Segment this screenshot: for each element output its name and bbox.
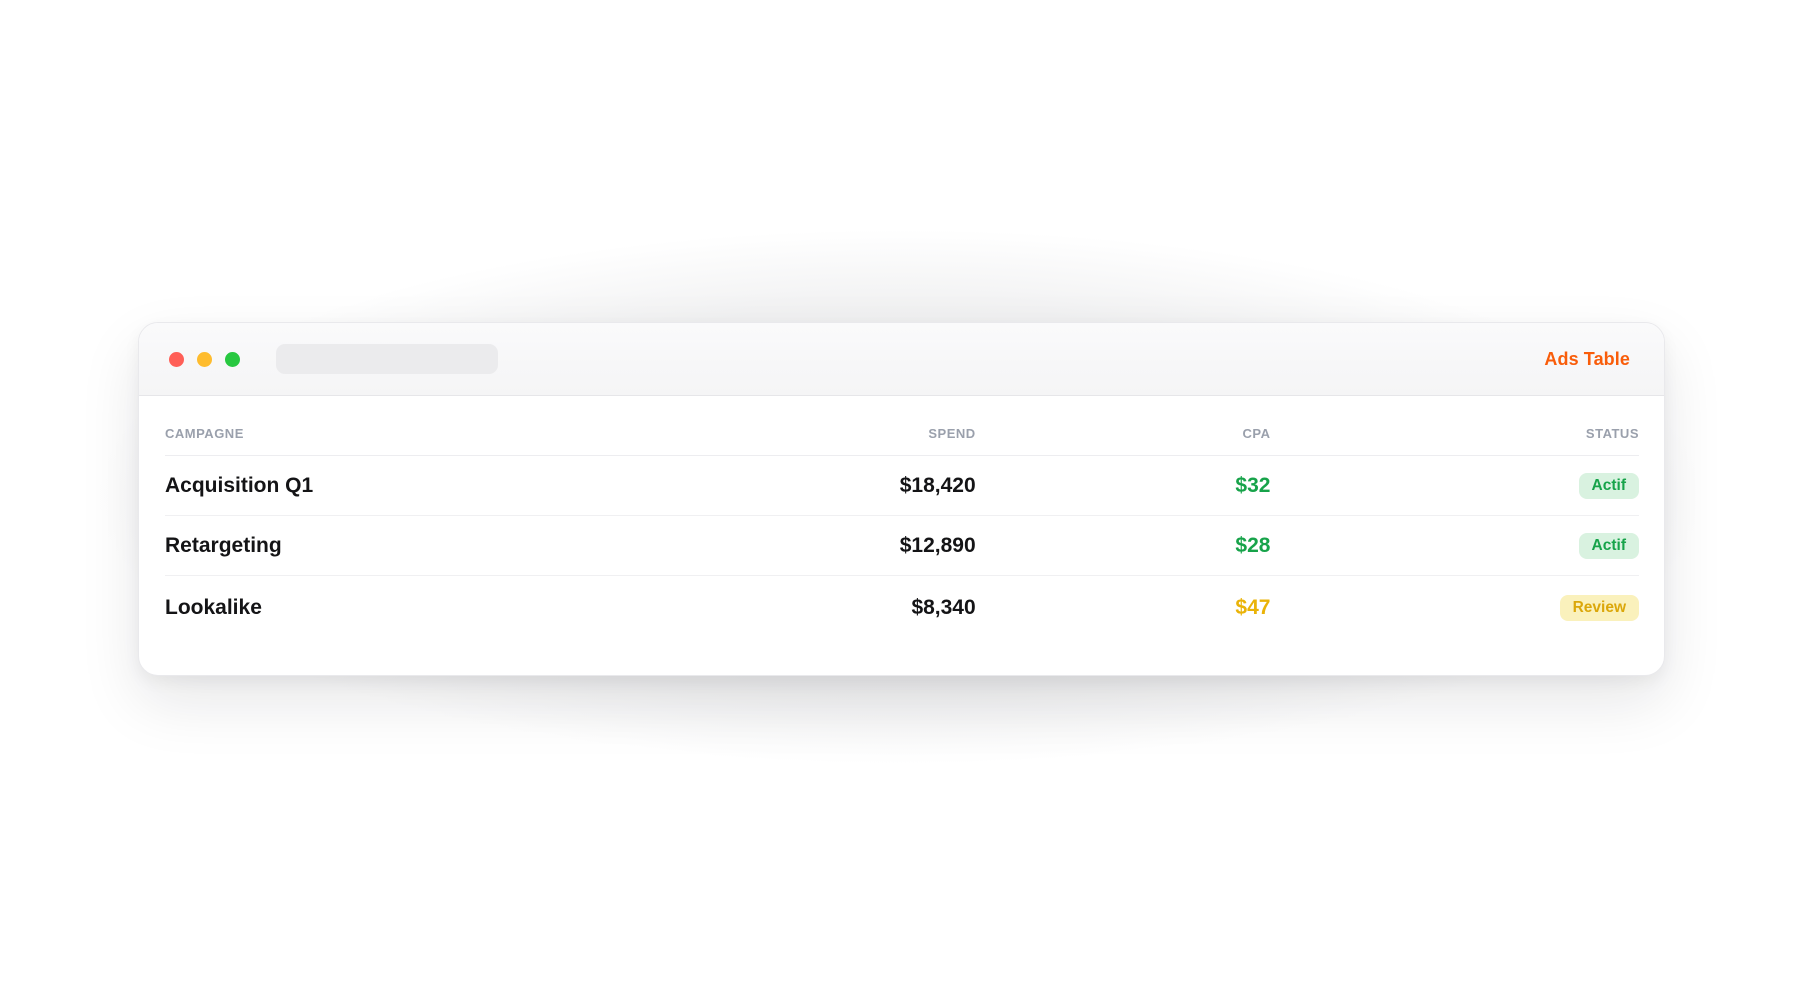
table-row: Lookalike $8,340 $47 Review bbox=[165, 576, 1639, 640]
traffic-lights bbox=[169, 351, 240, 367]
cpa-cell: $28 bbox=[975, 515, 1271, 576]
spend-cell: $8,340 bbox=[911, 595, 976, 619]
window-toolbar: Ads Table bbox=[139, 323, 1664, 396]
browser-window: Ads Table CAMPAGNE SPEND CPA STATUS Acqu… bbox=[138, 322, 1665, 676]
status-badge: Actif bbox=[1578, 533, 1639, 559]
cpa-cell: $47 bbox=[1235, 595, 1271, 619]
status-cell: Actif bbox=[1270, 515, 1639, 576]
page-title: Ads Table bbox=[1544, 348, 1630, 369]
campaign-name-cell: Lookalike bbox=[165, 595, 262, 619]
table-row: Acquisition Q1 $18,420 $32 Actif bbox=[165, 455, 1639, 516]
minimize-button[interactable] bbox=[197, 351, 212, 367]
status-cell: Actif bbox=[1270, 455, 1639, 516]
close-button[interactable] bbox=[169, 351, 184, 367]
address-bar[interactable] bbox=[276, 344, 498, 374]
campaign-name-cell: Acquisition Q1 bbox=[165, 455, 814, 516]
column-header-status: STATUS bbox=[1270, 396, 1639, 456]
status-cell: Review bbox=[1270, 576, 1639, 640]
spend-cell: $18,420 bbox=[813, 455, 976, 516]
cpa-cell: $32 bbox=[975, 455, 1271, 516]
ads-table: CAMPAGNE SPEND CPA STATUS Acquisition Q1… bbox=[165, 396, 1639, 640]
spend-cell: $12,890 bbox=[813, 515, 976, 576]
status-badge: Review bbox=[1559, 595, 1639, 622]
campaign-name-cell: Retargeting bbox=[165, 515, 814, 576]
column-header-cpa: CPA bbox=[975, 396, 1271, 456]
table-container: CAMPAGNE SPEND CPA STATUS Acquisition Q1… bbox=[139, 396, 1664, 664]
status-badge: Actif bbox=[1578, 473, 1639, 499]
table-row: Retargeting $12,890 $28 Actif bbox=[165, 515, 1639, 576]
bottom-padding bbox=[165, 640, 1639, 664]
column-header-campagne: CAMPAGNE bbox=[165, 396, 814, 456]
table-header-row: CAMPAGNE SPEND CPA STATUS bbox=[165, 396, 1639, 456]
column-header-spend: SPEND bbox=[813, 396, 976, 456]
zoom-button[interactable] bbox=[225, 351, 240, 367]
